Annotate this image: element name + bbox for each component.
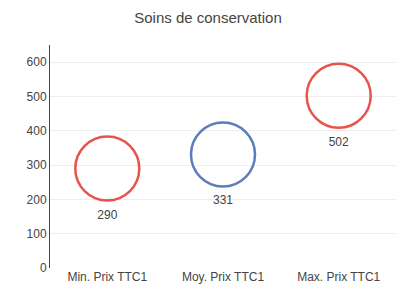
svg-text:Soins de conservation: Soins de conservation [134, 9, 282, 26]
svg-text:400: 400 [27, 124, 47, 138]
svg-text:200: 200 [27, 193, 47, 207]
svg-text:600: 600 [27, 55, 47, 69]
svg-text:331: 331 [213, 193, 233, 207]
svg-text:290: 290 [97, 208, 117, 222]
svg-text:Moy. Prix TTC1: Moy. Prix TTC1 [182, 270, 265, 284]
svg-text:502: 502 [329, 135, 349, 149]
svg-text:0: 0 [40, 261, 47, 275]
svg-text:500: 500 [27, 90, 47, 104]
svg-text:100: 100 [27, 227, 47, 241]
svg-text:300: 300 [27, 158, 47, 172]
svg-text:Max. Prix TTC1: Max. Prix TTC1 [297, 270, 380, 284]
svg-text:Min. Prix TTC1: Min. Prix TTC1 [67, 270, 147, 284]
